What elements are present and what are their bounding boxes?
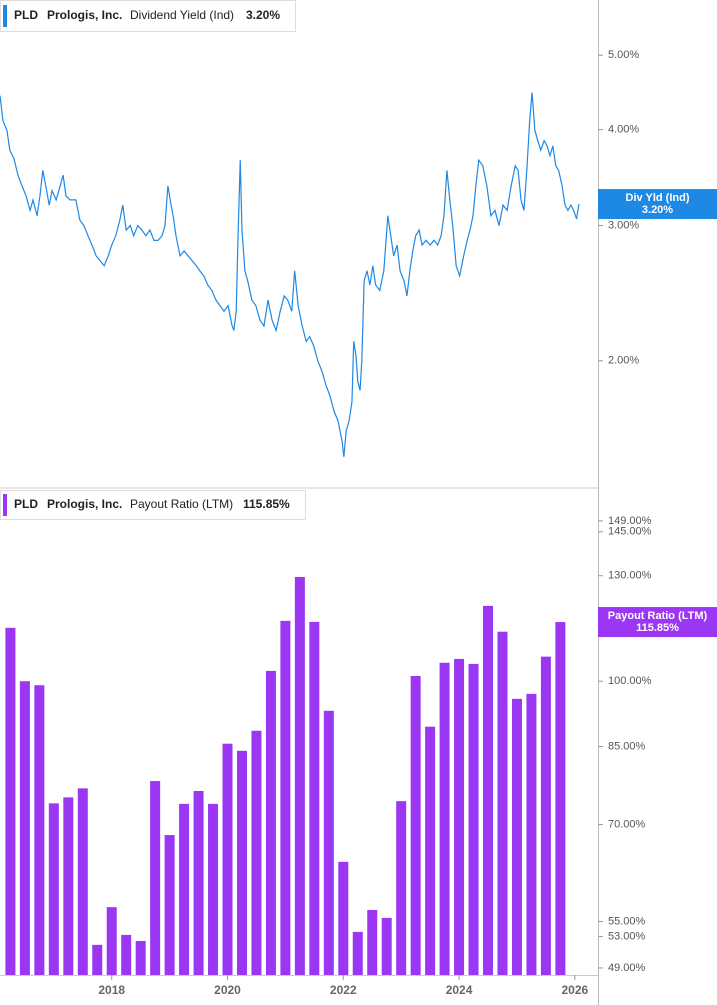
legend-ticker: PLD: [14, 497, 38, 511]
bar: [106, 907, 117, 975]
bar: [265, 670, 276, 975]
y-tick-label: 3.00%: [608, 219, 639, 231]
bar: [439, 662, 450, 975]
bar: [121, 934, 132, 975]
bar: [135, 940, 146, 975]
y-tick-label: 70.00%: [608, 818, 646, 830]
bar: [309, 621, 320, 975]
legend-series: Payout Ratio (LTM): [130, 497, 233, 511]
bar: [92, 944, 103, 975]
bar: [236, 750, 247, 975]
tag-value: 3.20%: [642, 204, 673, 216]
bar: [34, 685, 45, 975]
data-line: [0, 92, 580, 457]
legend: PLD Prologis, Inc. Dividend Yield (Ind) …: [0, 0, 296, 32]
bar: [193, 790, 204, 975]
bar: [222, 743, 233, 975]
x-tick-label: 2022: [330, 983, 357, 997]
y-tick-label: 55.00%: [608, 915, 646, 927]
bar: [468, 663, 479, 975]
y-tick-label: 149.00%: [608, 515, 652, 527]
y-tick-label: 4.00%: [608, 124, 639, 136]
bar: [294, 576, 305, 975]
tag-box: [598, 189, 717, 220]
bar: [179, 803, 190, 975]
bar: [5, 627, 16, 975]
bar: [164, 835, 175, 975]
legend-box: [0, 490, 306, 520]
bar: [77, 788, 88, 975]
legend-series: Dividend Yield (Ind): [130, 8, 234, 22]
y-tick-label: 85.00%: [608, 740, 646, 752]
y-tick-label: 53.00%: [608, 930, 646, 942]
legend: PLD Prologis, Inc. Payout Ratio (LTM) 11…: [0, 490, 306, 520]
bar: [323, 710, 334, 975]
legend-swatch: [3, 5, 7, 27]
bar: [48, 803, 59, 975]
y-tick-label: 100.00%: [608, 675, 652, 687]
legend-company: Prologis, Inc.: [47, 497, 122, 511]
bar: [63, 797, 74, 975]
tag-value: 115.85%: [636, 622, 679, 634]
bar: [511, 698, 522, 975]
legend-swatch: [3, 494, 7, 516]
x-tick-label: 2018: [98, 983, 125, 997]
tag-label: Div Yld (Ind): [626, 192, 690, 204]
bar: [454, 658, 465, 975]
bar: [381, 917, 392, 975]
x-tick-label: 2020: [214, 983, 241, 997]
y-tick-label: 2.00%: [608, 355, 639, 367]
bar: [497, 631, 508, 975]
bar: [19, 681, 30, 975]
last-value-tag: Payout Ratio (LTM)115.85%: [598, 607, 717, 638]
last-value-tag: Div Yld (Ind)3.20%: [598, 189, 717, 220]
bar: [280, 620, 291, 975]
y-tick-label: 145.00%: [608, 526, 652, 538]
bar: [251, 730, 262, 975]
bar: [396, 801, 407, 975]
legend-box: [0, 0, 296, 32]
bar: [555, 622, 566, 975]
bar: [526, 693, 537, 975]
bar: [425, 726, 436, 975]
y-tick-label: 130.00%: [608, 570, 652, 582]
tag-box: [598, 607, 717, 638]
x-tick-label: 2024: [446, 983, 473, 997]
legend-ticker: PLD: [14, 8, 38, 22]
bar: [483, 605, 494, 975]
bar: [367, 910, 378, 975]
x-tick-label: 2026: [561, 983, 588, 997]
bar: [338, 861, 349, 975]
bar: [410, 676, 421, 975]
bar: [352, 931, 363, 975]
y-tick-label: 49.00%: [608, 962, 646, 974]
bar: [540, 656, 551, 975]
tag-label: Payout Ratio (LTM): [608, 610, 708, 622]
y-tick-label: 5.00%: [608, 49, 639, 61]
legend-value: 3.20%: [246, 8, 280, 22]
legend-company: Prologis, Inc.: [47, 8, 122, 22]
bar: [208, 803, 219, 975]
legend-value: 115.85%: [243, 497, 290, 511]
bar: [150, 781, 161, 975]
